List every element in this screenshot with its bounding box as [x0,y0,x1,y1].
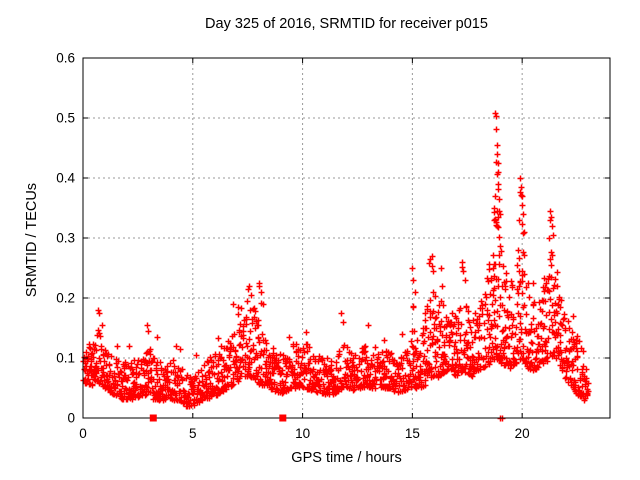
y-tick-label: 0.4 [56,171,75,186]
x-tick-label: 0 [79,426,87,441]
y-tick-label: 0.2 [56,291,75,306]
y-tick-label: 0.5 [56,111,75,126]
x-tick-label: 20 [515,426,530,441]
y-tick-label: 0.6 [56,51,75,66]
x-axis-label: GPS time / hours [291,450,402,466]
flag-square-marker [279,414,287,422]
y-tick-label: 0 [67,411,75,426]
flag-square-marker [149,414,157,422]
y-axis-label: SRMTID / TECUs [24,182,40,298]
y-tick-label: 0.1 [56,351,75,366]
chart-title: Day 325 of 2016, SRMTID for receiver p01… [205,16,488,32]
x-tick-label: 15 [405,426,420,441]
x-tick-label: 10 [295,426,310,441]
x-tick-label: 5 [189,426,197,441]
scatter-points [80,110,592,422]
y-tick-label: 0.3 [56,231,75,246]
